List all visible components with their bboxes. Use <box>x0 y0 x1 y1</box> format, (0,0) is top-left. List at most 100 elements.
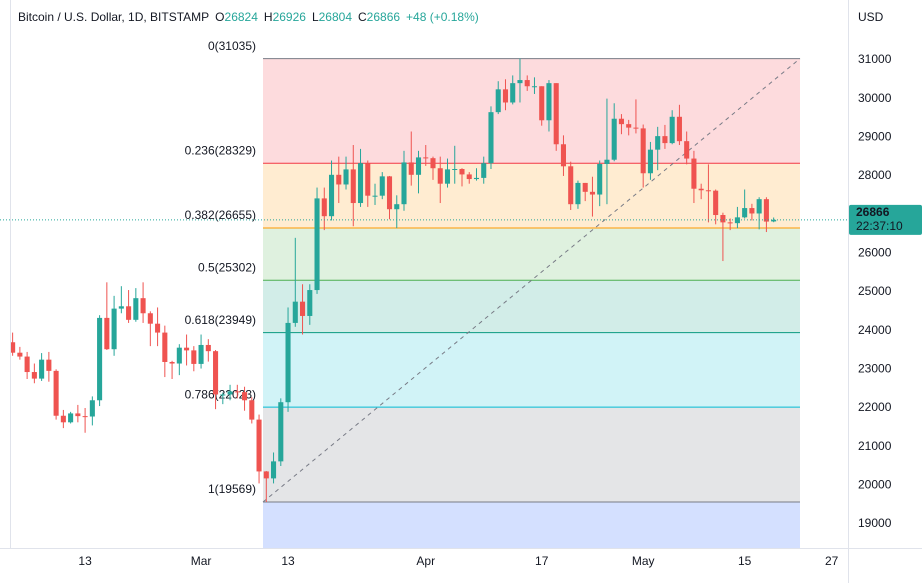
candle-body <box>220 394 226 396</box>
candle-body <box>386 176 393 210</box>
candle-body <box>640 128 646 174</box>
candle-body <box>430 158 436 169</box>
candle-body <box>379 176 385 196</box>
candle-body <box>466 174 472 180</box>
ohlc-key: H <box>263 10 273 24</box>
change-label: +48 (+0.18%) <box>406 10 479 24</box>
fib-level-label: 1(19569) <box>208 482 256 496</box>
candle-body <box>771 219 777 222</box>
candle-body <box>669 116 675 144</box>
candle-body <box>742 208 748 218</box>
fib-band <box>263 58 800 164</box>
y-tick-label: 29000 <box>858 129 892 143</box>
candle-body <box>292 301 298 323</box>
y-tick-label: 23000 <box>858 362 892 376</box>
candle-body <box>256 419 262 472</box>
candle-body <box>365 163 371 196</box>
y-tick-label: 21000 <box>858 439 892 453</box>
candle-body <box>517 80 523 84</box>
fib-band <box>263 227 800 281</box>
candle-body <box>676 116 682 142</box>
candle-body <box>444 169 451 184</box>
candle-body <box>756 199 762 214</box>
candle-body <box>459 169 465 175</box>
ohlc-key: O <box>215 10 225 24</box>
candle-body <box>263 471 269 479</box>
candle-body <box>357 163 364 204</box>
y-tick-label: 22000 <box>858 400 892 414</box>
x-tick-label: 27 <box>825 554 839 568</box>
ohlc-value: 26804 <box>318 10 352 24</box>
candle-body <box>539 86 545 121</box>
candle-body <box>560 144 566 167</box>
candle-body <box>568 166 574 205</box>
candle-body <box>118 306 124 309</box>
x-tick-label: 13 <box>78 554 92 568</box>
y-tick-label: 25000 <box>858 284 892 298</box>
candle-body <box>75 413 81 417</box>
candle-body <box>415 157 422 175</box>
candle-body <box>633 127 639 129</box>
candle-body <box>423 157 429 159</box>
ohlc-value: 26824 <box>224 10 258 24</box>
candle-body <box>328 174 335 217</box>
candle-body <box>184 347 190 351</box>
candle-body <box>336 174 342 185</box>
candle-body <box>473 177 480 180</box>
price-tag-value: 26866 <box>856 205 890 219</box>
candle-body <box>589 191 595 195</box>
candle-body <box>691 158 697 189</box>
candle-body <box>655 136 661 150</box>
candle-body <box>604 159 610 164</box>
candle-body <box>705 190 711 192</box>
candle-body <box>597 163 603 195</box>
candle-body <box>140 298 146 314</box>
candle-body <box>698 188 704 191</box>
candle-body <box>104 317 110 350</box>
candle-body <box>626 124 632 128</box>
ohlc-value: 26866 <box>366 10 401 24</box>
fib-band <box>263 502 800 548</box>
candle-body <box>524 80 530 87</box>
candle-body <box>198 344 204 364</box>
symbol-title: Bitcoin / U.S. Dollar, 1D, BITSTAMP <box>18 10 210 24</box>
fib-band <box>263 332 800 408</box>
candle-body <box>234 391 240 393</box>
candle-body <box>582 182 588 192</box>
candle-body <box>10 342 16 353</box>
y-tick-label: 28000 <box>858 168 892 182</box>
price-tag <box>849 204 922 235</box>
x-tick-label: 17 <box>535 554 549 568</box>
axis-bg <box>0 548 922 583</box>
currency-label: USD <box>858 10 884 24</box>
candle-body <box>510 83 516 103</box>
fib-level-label: 0(31035) <box>208 39 256 53</box>
candle-body <box>314 198 320 291</box>
candle-body <box>249 400 255 420</box>
fib-level-label: 0.618(23949) <box>185 313 256 327</box>
fib-level-label: 0.236(28329) <box>185 143 256 157</box>
candle-body <box>749 208 755 214</box>
candle-body <box>343 169 349 185</box>
candle-body <box>278 402 284 462</box>
candle-body <box>31 372 37 379</box>
fib-level-label: 0.382(26655) <box>185 208 256 222</box>
fib-band <box>263 407 800 503</box>
candle-body <box>162 332 168 362</box>
candle-body <box>300 301 306 316</box>
fib-band <box>263 280 800 333</box>
candle-body <box>169 361 175 364</box>
legend: Bitcoin / U.S. Dollar, 1D, BITSTAMP O2682… <box>18 10 479 24</box>
ohlc-value: 26926 <box>272 10 306 24</box>
candle-body <box>68 413 74 423</box>
x-tick-label: 15 <box>738 554 752 568</box>
candle-body <box>242 392 248 401</box>
candle-body <box>401 162 407 205</box>
candle-body <box>372 195 378 197</box>
candle-body <box>481 163 487 178</box>
candle-body <box>408 162 414 175</box>
candle-body <box>155 323 161 333</box>
candle-body <box>350 169 356 204</box>
